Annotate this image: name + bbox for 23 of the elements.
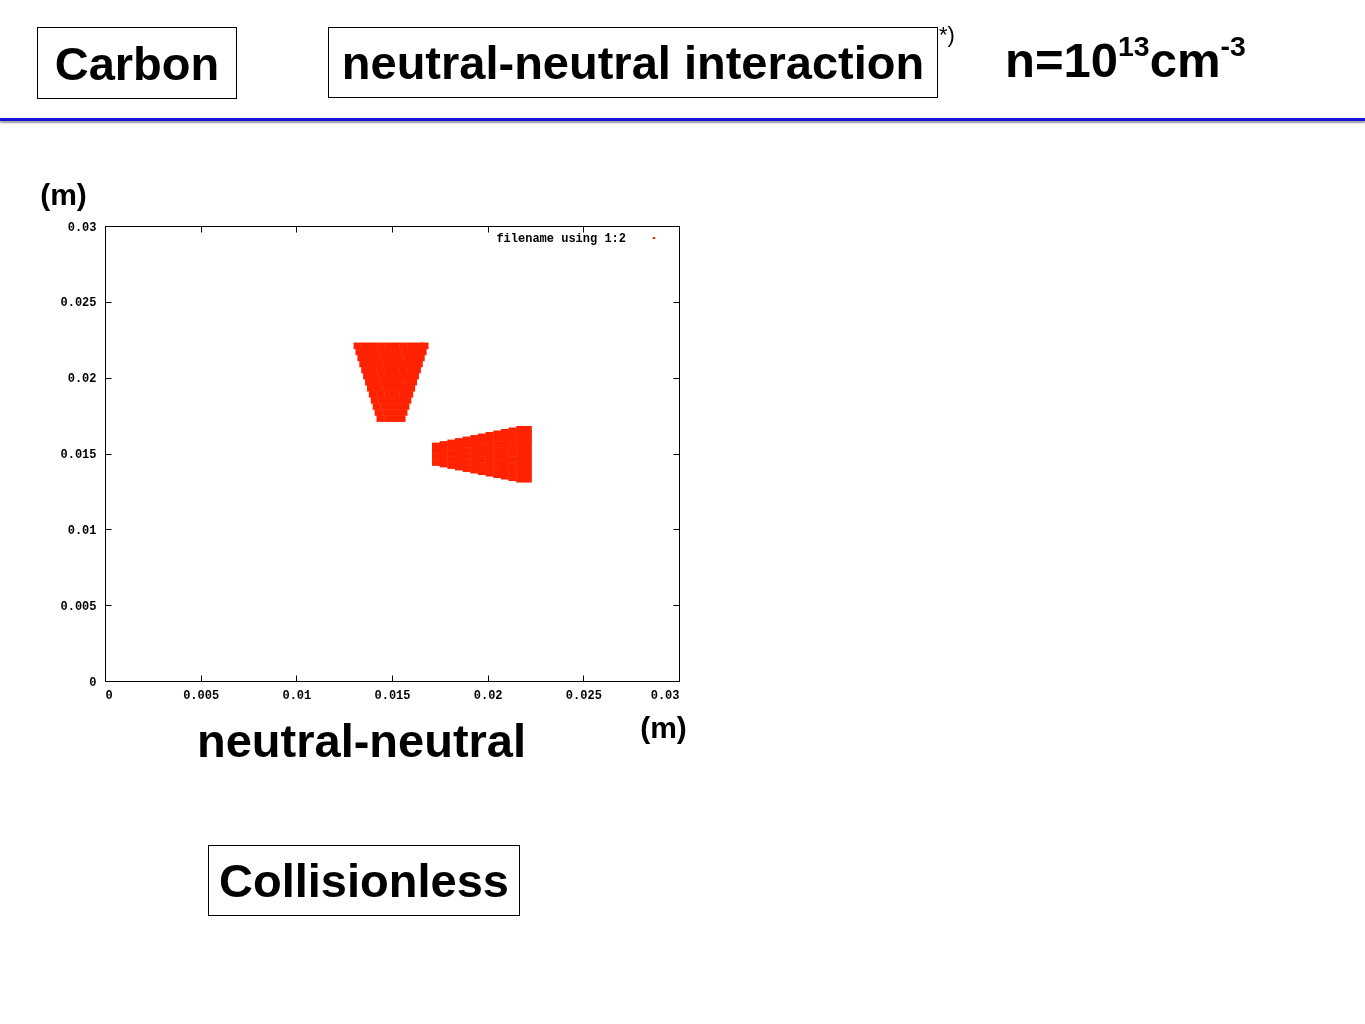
text: *) xyxy=(939,22,955,47)
y-tick-label: 0.01 xyxy=(67,523,97,538)
text: n=10$^{13}$cm$^{-3}$ xyxy=(1005,29,1246,87)
chart-subtitle: neutral-neutral interaction xyxy=(328,27,938,98)
x-tick-label: 0.03 xyxy=(650,688,680,703)
x-tick-label: 0.005 xyxy=(183,688,220,703)
y-tick-label: 0.025 xyxy=(60,296,97,311)
x-tick-label: 0.015 xyxy=(374,688,411,703)
y-tick-label: 0.015 xyxy=(60,448,97,462)
y-tick-label: 0 xyxy=(89,675,97,690)
x-tick-label: 0 xyxy=(105,688,113,703)
chart-title: Carbon xyxy=(37,27,237,99)
y-tick-label: 0.005 xyxy=(60,599,97,614)
text: neutral-neutral xyxy=(197,714,527,767)
x-tick-label: 0.02 xyxy=(473,688,503,703)
text: Collisionless xyxy=(208,845,520,916)
x-tick-label: 0.025 xyxy=(565,688,602,703)
x-tick-label: 0.01 xyxy=(282,688,312,703)
y-axis-title: (m) xyxy=(40,177,87,211)
x-axis-title: (m) xyxy=(640,710,687,744)
legend-label: filename using 1:2 xyxy=(496,232,626,246)
y-tick-label: 0.02 xyxy=(67,372,97,387)
y-tick-label: 0.03 xyxy=(67,220,97,235)
